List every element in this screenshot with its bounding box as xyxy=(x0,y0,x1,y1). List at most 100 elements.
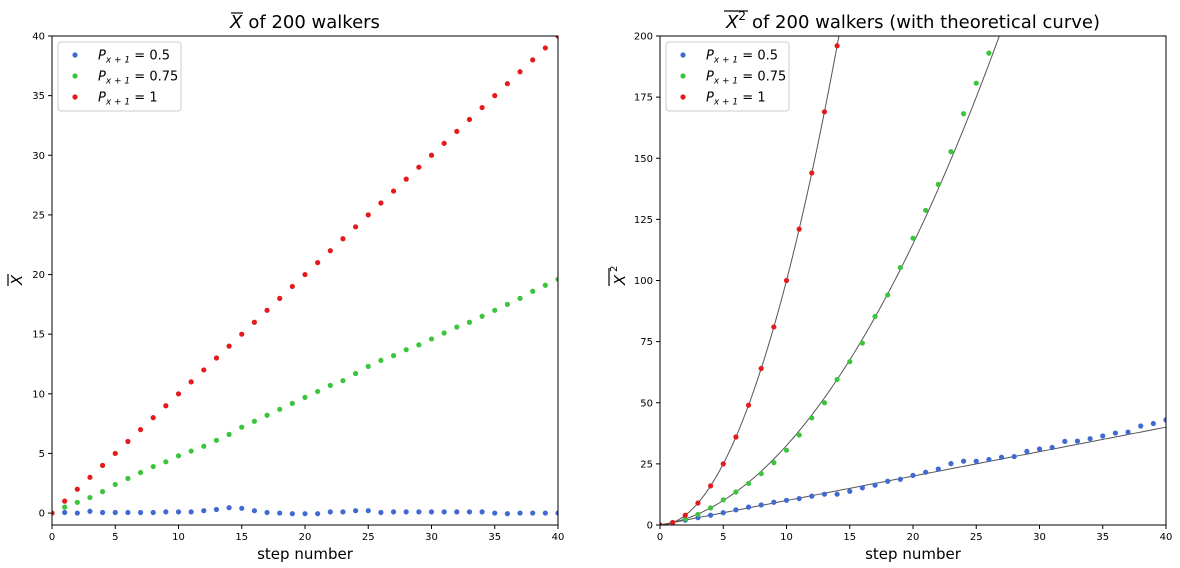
data-point xyxy=(910,235,916,241)
data-point xyxy=(289,511,295,517)
data-point xyxy=(1150,420,1156,427)
data-point xyxy=(517,69,523,75)
data-point xyxy=(973,458,979,464)
data-point xyxy=(239,424,245,430)
data-point xyxy=(1125,429,1131,435)
data-point xyxy=(783,277,790,284)
data-point xyxy=(188,509,194,515)
data-point xyxy=(87,474,93,480)
data-point xyxy=(530,288,536,294)
data-point xyxy=(809,415,815,421)
y-tick-label: 75 xyxy=(640,337,653,348)
data-point xyxy=(137,509,144,516)
data-point xyxy=(733,507,739,513)
data-point xyxy=(428,336,435,342)
data-point xyxy=(239,505,245,511)
right-y-axis-exp: 2 xyxy=(609,266,620,272)
data-point xyxy=(796,495,802,502)
data-point xyxy=(188,448,194,454)
legend-entry: Px + 1 = 0.75 xyxy=(706,70,786,87)
y-tick-label: 50 xyxy=(640,398,653,409)
y-tick-label: 125 xyxy=(634,215,653,226)
y-tick-label: 5 xyxy=(39,449,45,460)
data-point xyxy=(112,481,118,488)
left-x-axis-label: step number xyxy=(257,545,354,563)
data-point xyxy=(188,379,194,385)
x-tick-label: 25 xyxy=(362,532,375,543)
data-point xyxy=(327,248,333,254)
data-point xyxy=(479,104,485,111)
legend-marker xyxy=(680,73,686,79)
data-point xyxy=(441,330,447,336)
right-y-axis-symbol: X xyxy=(611,274,629,286)
legend-marker xyxy=(680,52,686,58)
data-point xyxy=(175,391,182,397)
data-point xyxy=(201,367,207,373)
data-point xyxy=(441,509,447,515)
data-point xyxy=(1138,423,1144,429)
data-point xyxy=(226,431,232,437)
data-point xyxy=(986,456,992,463)
data-point xyxy=(315,260,321,266)
x-tick-label: 40 xyxy=(1160,532,1173,543)
y-tick-label: 25 xyxy=(640,459,653,470)
data-point xyxy=(403,347,409,353)
data-point xyxy=(1062,438,1068,444)
data-point xyxy=(1112,430,1118,436)
data-point xyxy=(872,313,878,320)
data-point xyxy=(315,511,321,517)
data-point xyxy=(492,93,498,99)
data-point xyxy=(62,509,68,516)
data-point xyxy=(378,357,384,364)
data-point xyxy=(137,426,144,433)
data-point xyxy=(251,418,257,424)
data-point xyxy=(125,438,131,445)
data-point xyxy=(796,432,802,438)
data-point xyxy=(948,149,954,155)
data-point xyxy=(809,170,815,176)
data-point xyxy=(201,508,207,514)
data-point xyxy=(163,403,169,409)
y-tick-label: 10 xyxy=(32,389,45,400)
data-point xyxy=(365,363,371,369)
data-point xyxy=(277,406,283,412)
data-point xyxy=(542,282,548,288)
right-y-axis-label: X 2 xyxy=(608,266,629,286)
y-tick-label: 100 xyxy=(634,276,653,287)
data-point xyxy=(441,140,447,146)
left-y-axis-label: X xyxy=(7,274,26,286)
data-point xyxy=(277,510,283,516)
left-y-axis-symbol: X xyxy=(8,274,26,286)
data-point xyxy=(416,164,422,170)
data-point xyxy=(504,81,510,87)
legend-entry: Px + 1 = 1 xyxy=(706,91,766,108)
data-point xyxy=(961,458,967,464)
data-point xyxy=(504,301,510,307)
y-tick-label: 175 xyxy=(634,93,653,104)
right-title-exp: 2 xyxy=(738,9,746,23)
data-point xyxy=(986,50,992,56)
data-point xyxy=(542,45,548,51)
right-chart: X2 of 200 walkers (with theoretical curve… xyxy=(608,9,1173,563)
series-1 xyxy=(52,276,558,516)
data-point xyxy=(796,226,802,232)
data-point xyxy=(847,488,853,494)
series-0 xyxy=(52,505,558,517)
data-point xyxy=(771,499,777,505)
data-point xyxy=(416,342,422,348)
x-tick-label: 20 xyxy=(907,532,920,543)
data-point xyxy=(1011,453,1017,460)
series-2 xyxy=(660,43,840,525)
data-point xyxy=(353,508,359,514)
data-point xyxy=(555,510,558,516)
data-point xyxy=(1163,417,1166,423)
data-point xyxy=(745,402,752,408)
data-point xyxy=(251,319,257,325)
data-point xyxy=(137,469,144,476)
data-point xyxy=(150,415,156,421)
data-point xyxy=(771,460,777,466)
data-point xyxy=(100,462,106,468)
data-point xyxy=(365,212,371,218)
x-tick-label: 5 xyxy=(112,532,118,543)
